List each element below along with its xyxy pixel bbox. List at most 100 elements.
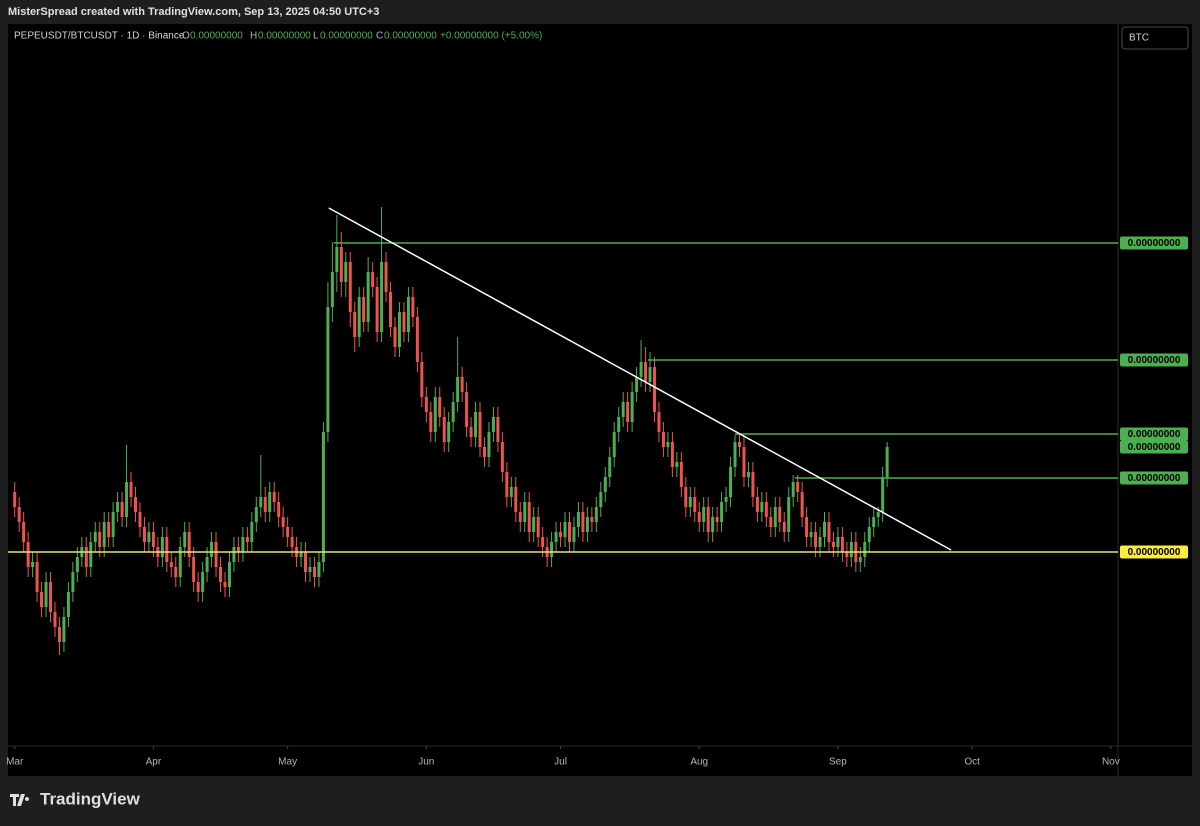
candle-body: [881, 477, 885, 512]
candle-body: [648, 367, 652, 382]
candle-body: [693, 497, 697, 512]
candle-body: [679, 462, 683, 487]
candle-body: [165, 537, 169, 562]
candle-body: [755, 497, 759, 512]
candle-body: [523, 502, 527, 522]
candle-body: [724, 497, 728, 502]
candle-body: [657, 412, 661, 432]
candle-body: [35, 562, 39, 592]
price-tag-label: 0.00000000: [1128, 547, 1181, 558]
candle-body: [93, 532, 97, 542]
candle-body: [527, 502, 531, 532]
candle-body: [491, 417, 495, 432]
candle-body: [729, 467, 733, 497]
candle-body: [447, 422, 451, 442]
candle-body: [831, 542, 835, 547]
candle-body: [661, 432, 665, 447]
candle-body: [138, 512, 142, 527]
candle-body: [845, 552, 849, 557]
candle-body: [348, 262, 352, 312]
candle-body: [129, 482, 133, 497]
candle-body: [321, 432, 325, 562]
candle-body: [415, 317, 419, 362]
candle-body: [652, 367, 656, 412]
candle-body: [733, 442, 737, 467]
candle-body: [876, 512, 880, 517]
candle-body: [151, 532, 155, 547]
price-tag-label: 0.00000000: [1128, 355, 1181, 366]
candle-body: [62, 617, 66, 642]
candle-body: [66, 592, 70, 617]
candle-body: [286, 527, 290, 537]
candle-body: [514, 487, 518, 512]
candle-body: [536, 517, 540, 537]
candle-body: [585, 517, 589, 532]
candle-body: [482, 447, 486, 457]
candle-body: [227, 562, 231, 587]
candle-body: [666, 442, 670, 447]
candle-body: [778, 507, 782, 522]
price-tag-label: 0.00000000: [1128, 238, 1181, 249]
candle-body: [219, 567, 223, 582]
x-tick-label: May: [278, 757, 297, 768]
x-tick-label: Nov: [1102, 757, 1120, 768]
candle-body: [424, 397, 428, 412]
candle-body: [509, 487, 513, 497]
candle-body: [210, 542, 214, 557]
candle-body: [312, 567, 316, 577]
candle-body: [474, 412, 478, 437]
candle-body: [742, 447, 746, 477]
candle-body: [702, 507, 706, 522]
candle-body: [40, 592, 44, 607]
candle-body: [178, 547, 182, 577]
candle-body: [304, 552, 308, 572]
price-tag: [1120, 353, 1188, 367]
candle-body: [460, 377, 464, 392]
candle-body: [259, 497, 263, 507]
candle-body: [814, 532, 818, 547]
candle-body: [500, 442, 504, 472]
ohlc-legend: PEPEUSDT/BTCUSDT · 1D · Binance O 0.0000…: [14, 31, 542, 42]
candle-body: [397, 312, 401, 347]
candle-body: [809, 532, 813, 537]
candle-body: [554, 532, 558, 542]
candle-body: [635, 377, 639, 392]
candle-body: [250, 522, 254, 542]
candle-body: [715, 517, 719, 522]
candle-body: [406, 297, 410, 332]
logo: TradingView: [10, 789, 141, 808]
candle-body: [420, 362, 424, 397]
candle-body: [872, 517, 876, 527]
x-tick-label: Oct: [964, 757, 980, 768]
price-tag: [1120, 440, 1188, 454]
candle-body: [670, 442, 674, 467]
symbol: PEPEUSDT/BTCUSDT · 1D · Binance: [14, 31, 185, 42]
high-value: 0.00000000: [258, 31, 311, 42]
candle-body: [142, 527, 146, 542]
candle-body: [630, 392, 634, 422]
currency-label[interactable]: BTC: [1129, 33, 1149, 44]
candle-body: [800, 492, 804, 517]
candle-body: [116, 502, 120, 512]
close-value: 0.00000000: [384, 31, 437, 42]
candle-body: [120, 502, 124, 517]
candle-body: [576, 512, 580, 527]
candle-body: [711, 517, 715, 532]
candle-body: [639, 362, 643, 377]
candle-body: [438, 397, 442, 417]
candle-body: [344, 262, 348, 282]
x-tick-label: Mar: [6, 757, 24, 768]
candle-body: [335, 247, 339, 272]
chart-panel: [8, 24, 1192, 776]
x-tick-label: Aug: [690, 757, 708, 768]
candle-body: [505, 472, 509, 497]
candle-body: [89, 542, 93, 567]
price-tag: [1120, 236, 1188, 250]
candle-body: [706, 507, 710, 532]
candle-body: [277, 502, 281, 517]
candle-body: [268, 492, 272, 512]
currency-button[interactable]: [1121, 26, 1189, 50]
candle-body: [290, 537, 294, 547]
candle-body: [496, 417, 500, 442]
candle-body: [433, 397, 437, 432]
